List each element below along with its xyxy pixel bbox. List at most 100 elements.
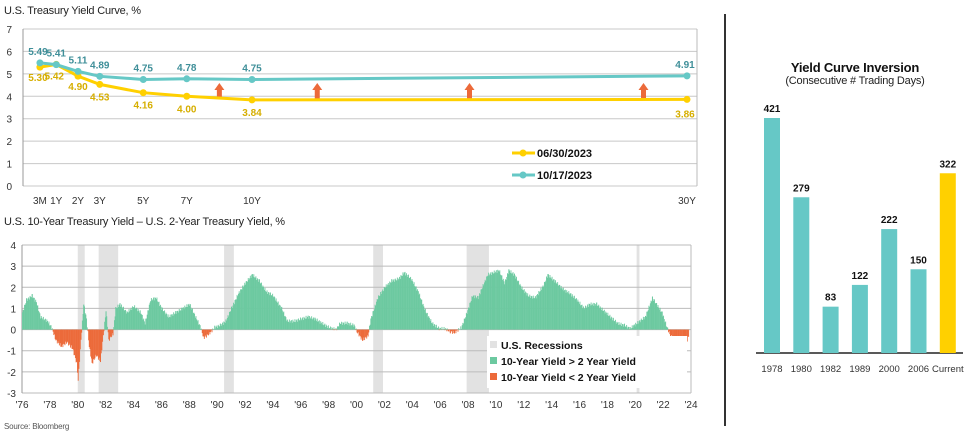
spread-bar-negative <box>71 329 73 349</box>
data-point <box>139 75 147 83</box>
spread-bar-positive <box>393 279 395 330</box>
spread-bar-positive <box>427 317 429 330</box>
recession-band <box>77 245 85 393</box>
spread-bar-positive <box>471 296 473 330</box>
spread-bar-positive <box>46 319 48 330</box>
spread-bar-positive <box>474 295 476 330</box>
spread-bar-positive <box>538 291 540 330</box>
spread-bar-positive <box>413 282 415 330</box>
spread-bar-positive <box>530 297 531 330</box>
spread-bar-positive <box>130 307 132 330</box>
spread-bar-positive <box>239 293 241 330</box>
x-tick-label: 30Y <box>678 196 696 207</box>
spread-bar-positive <box>256 280 258 330</box>
spread-bar-positive <box>297 321 299 330</box>
spread-bar-positive <box>382 291 384 330</box>
spread-bar-negative <box>72 329 74 349</box>
spread-bar-positive <box>196 319 198 330</box>
data-label: 3.84 <box>242 108 262 119</box>
spread-bar-positive <box>191 309 193 330</box>
spread-bar-positive <box>305 315 307 330</box>
spread-bar-positive <box>380 293 382 330</box>
spread-bar-negative <box>90 329 92 359</box>
spread-bar-positive <box>170 317 172 330</box>
spread-bar-positive <box>120 304 122 330</box>
spread-bar-positive <box>631 328 632 330</box>
spread-bar-negative <box>74 329 76 356</box>
spread-bar-positive <box>277 301 279 330</box>
spread-bar-positive <box>295 320 297 330</box>
spread-bar-negative <box>203 329 205 337</box>
yield-curve-title: U.S. Treasury Yield Curve, % <box>4 5 141 17</box>
spread-bar-positive <box>596 305 598 330</box>
spread-bar-positive <box>656 303 658 330</box>
spread-bar-positive <box>558 284 560 330</box>
x-tick-label: '20 <box>629 400 642 411</box>
spread-bar-negative <box>686 329 688 342</box>
spread-bar-positive <box>271 295 273 330</box>
spread-bar-positive <box>304 318 306 330</box>
spread-bar-positive <box>342 322 344 330</box>
spread-bar-positive <box>652 299 654 330</box>
spread-bar-positive <box>132 306 134 330</box>
spread-bar-positive <box>525 292 527 330</box>
spread-bar-positive <box>321 324 323 330</box>
spread-bar-positive <box>376 299 378 330</box>
spread-bar-negative <box>109 329 111 337</box>
spread-bar-positive <box>599 306 601 330</box>
spread-bar-positive <box>623 326 625 330</box>
y-tick-label: 0 <box>6 182 12 193</box>
spread-bar-positive <box>320 321 322 330</box>
spread-bar-positive <box>162 307 163 330</box>
spread-bar-positive <box>237 296 239 330</box>
spread-bar-negative <box>67 329 69 346</box>
spread-bar-positive <box>327 327 329 330</box>
spread-bar-positive <box>630 328 632 330</box>
spread-bar-positive <box>398 278 400 330</box>
legend-label: 10/17/2023 <box>537 170 592 182</box>
spread-bar-negative <box>90 329 92 357</box>
spread-bar-positive <box>118 306 120 330</box>
spread-bar-positive <box>518 285 520 330</box>
spread-bar-positive <box>295 322 297 330</box>
spread-bar-positive <box>241 289 243 330</box>
y-tick-label: 4 <box>10 241 16 252</box>
spread-bar-positive <box>379 295 381 330</box>
spread-bar-positive <box>626 328 628 330</box>
spread-bar-positive <box>611 317 613 330</box>
spread-bar-positive <box>396 277 398 330</box>
spread-bar-positive <box>412 283 414 330</box>
spread-bar-positive <box>327 325 329 330</box>
spread-bar-positive <box>136 307 138 330</box>
y-tick-label: 0 <box>10 326 16 337</box>
y-tick-label: -3 <box>7 389 16 400</box>
y-tick-label: 1 <box>6 160 12 171</box>
spread-bar-positive <box>463 318 465 330</box>
spread-bar-positive <box>394 281 396 330</box>
spread-bar-positive <box>381 291 383 330</box>
spread-bar-positive <box>631 325 633 330</box>
spread-bar-positive <box>484 279 486 330</box>
spread-bar-positive <box>500 274 501 330</box>
spread-bar-positive <box>520 288 522 330</box>
spread-bar-positive <box>375 305 377 330</box>
spread-bar-positive <box>610 316 612 330</box>
spread-bar-positive <box>461 328 462 330</box>
bar-2000 <box>881 229 898 353</box>
spread-bar-positive <box>480 289 482 330</box>
spread-bar-positive <box>575 298 577 330</box>
spread-bar-positive <box>520 285 522 330</box>
spread-bar-positive <box>265 291 267 330</box>
bar-1982 <box>822 306 839 353</box>
spread-bar-positive <box>279 304 281 330</box>
spread-bar-negative <box>109 329 111 341</box>
spread-bar-positive <box>638 323 639 330</box>
spread-bar-positive <box>346 321 348 330</box>
spread-bar-positive <box>647 310 649 330</box>
spread-bar-positive <box>470 302 471 330</box>
spread-bar-positive <box>277 302 278 330</box>
spread-bar-positive <box>132 307 134 330</box>
spread-bar-positive <box>590 302 592 330</box>
spread-bar-positive <box>435 324 437 330</box>
spread-bar-negative <box>670 329 672 336</box>
